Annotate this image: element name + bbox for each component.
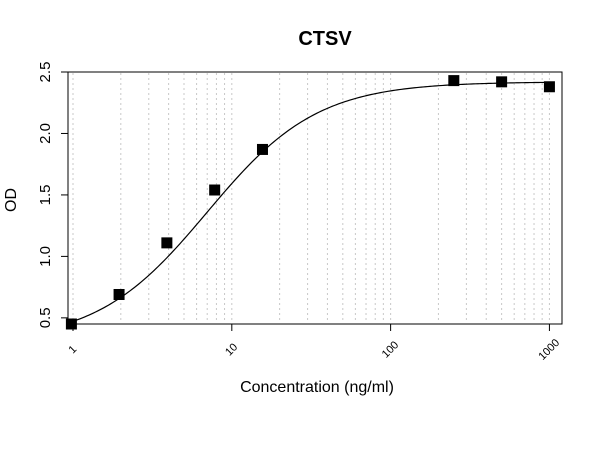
- data-point: [113, 288, 125, 300]
- data-point: [448, 75, 460, 87]
- x-tick-label: 1: [66, 343, 79, 356]
- fit-curve: [71, 81, 550, 323]
- y-tick-label: 0.5: [37, 307, 54, 328]
- x-tick-label: 100: [380, 339, 401, 360]
- x-axis-label: Concentration (ng/ml): [240, 379, 394, 396]
- x-tick-label: 10: [223, 341, 240, 358]
- y-axis-label: OD: [3, 188, 20, 212]
- chart-title: CTSV: [298, 28, 352, 50]
- data-point: [496, 76, 508, 88]
- data-point: [209, 184, 221, 196]
- y-tick-label: 1.5: [37, 184, 54, 205]
- plot-area: [67, 71, 563, 325]
- y-tick-label: 2.5: [37, 62, 54, 83]
- data-point: [256, 143, 268, 155]
- y-axis: 0.5 1.0 1.5 2.0 2.5: [37, 62, 68, 328]
- data-point: [65, 318, 77, 330]
- grid-layer: [72, 73, 550, 323]
- y-tick-label: 1.0: [37, 246, 54, 267]
- x-axis: 1 10 100 1000: [66, 324, 562, 363]
- data-points: [65, 75, 555, 330]
- data-point: [161, 237, 173, 249]
- y-tick-label: 2.0: [37, 123, 54, 144]
- x-tick-label: 1000: [536, 337, 562, 363]
- data-point: [543, 81, 555, 93]
